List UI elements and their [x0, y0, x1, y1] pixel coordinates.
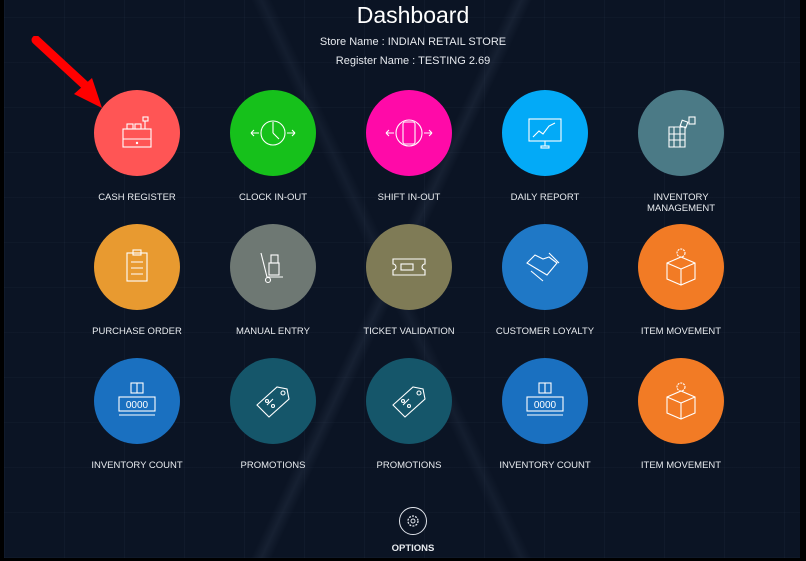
tile-label: ITEM MOVEMENT: [640, 326, 722, 337]
tile-label: PROMOTIONS: [376, 460, 442, 471]
price-tag-icon: [392, 386, 426, 418]
clipboard-icon: [126, 249, 148, 282]
box-counter-icon: 0000: [118, 382, 156, 416]
tile-circle: [94, 224, 180, 310]
cash-register-icon: [122, 116, 152, 148]
tile-item-movement[interactable]: ITEM MOVEMENT: [621, 358, 741, 471]
tile-clock-in-out[interactable]: CLOCK IN-OUT: [213, 90, 333, 203]
clock-icon: [250, 120, 296, 146]
tile-shift-in-out[interactable]: SHIFT IN-OUT: [349, 90, 469, 203]
tile-circle: [366, 90, 452, 176]
tile-label: CASH REGISTER: [98, 192, 176, 203]
tile-inventory-count[interactable]: 0000 INVENTORY COUNT: [485, 358, 605, 471]
tile-label: CUSTOMER LOYALTY: [495, 326, 595, 337]
tile-circle: [638, 224, 724, 310]
tile-circle: [502, 224, 588, 310]
tile-circle: 0000: [502, 358, 588, 444]
tile-cash-register[interactable]: CASH REGISTER: [77, 90, 197, 203]
tile-circle: [366, 224, 452, 310]
tile-daily-report[interactable]: DAILY REPORT: [485, 90, 605, 203]
hand-truck-icon: [260, 252, 283, 284]
tile-circle: [94, 90, 180, 176]
tile-label: PURCHASE ORDER: [92, 326, 182, 337]
price-tag-icon: [256, 386, 290, 418]
ticket-icon: [392, 258, 426, 276]
tile-promotions[interactable]: PROMOTIONS: [213, 358, 333, 471]
red-arrow-annotation: [31, 36, 102, 108]
tile-inventory-management[interactable]: INVENTORY MANAGEMENT: [621, 90, 741, 214]
tile-label: PROMOTIONS: [240, 460, 306, 471]
tile-label: SHIFT IN-OUT: [377, 192, 441, 203]
tile-circle: [638, 90, 724, 176]
dashboard-screen: Dashboard Store Name : INDIAN RETAIL STO…: [4, 0, 800, 558]
tile-label: DAILY REPORT: [510, 192, 580, 203]
tile-item-movement[interactable]: ITEM MOVEMENT: [621, 224, 741, 337]
tile-label: MANUAL ENTRY: [236, 326, 310, 337]
tile-label: INVENTORY MANAGEMENT: [646, 192, 716, 214]
tile-label: ITEM MOVEMENT: [640, 460, 722, 471]
register-name: Register Name : TESTING 2.69: [335, 55, 491, 67]
tile-promotions[interactable]: PROMOTIONS: [349, 358, 469, 471]
tile-inventory-count[interactable]: 0000 INVENTORY COUNT: [77, 358, 197, 471]
tile-manual-entry[interactable]: MANUAL ENTRY: [213, 224, 333, 337]
box-gear-icon: [666, 382, 696, 420]
tile-circle: [230, 358, 316, 444]
inventory-grid-icon: [668, 116, 696, 148]
tile-circle: [502, 90, 588, 176]
tile-label: INVENTORY COUNT: [91, 460, 183, 471]
tile-circle: [230, 90, 316, 176]
svg-text:0000: 0000: [126, 400, 149, 411]
handshake-icon: [526, 252, 560, 282]
tile-circle: [230, 224, 316, 310]
tile-customer-loyalty[interactable]: CUSTOMER LOYALTY: [485, 224, 605, 337]
tile-circle: [366, 358, 452, 444]
page-title: Dashboard: [356, 2, 470, 28]
svg-text:0000: 0000: [534, 400, 557, 411]
tile-circle: 0000: [94, 358, 180, 444]
options-label: OPTIONS: [391, 543, 435, 554]
tile-label: INVENTORY COUNT: [499, 460, 591, 471]
box-gear-icon: [666, 248, 696, 286]
tile-label: TICKET VALIDATION: [363, 326, 455, 337]
options-button[interactable]: OPTIONS: [378, 507, 448, 554]
gear-icon: [399, 507, 427, 535]
shift-icon: [385, 119, 433, 147]
store-name: Store Name : INDIAN RETAIL STORE: [319, 36, 507, 48]
tile-purchase-order[interactable]: PURCHASE ORDER: [77, 224, 197, 337]
tile-circle: [638, 358, 724, 444]
box-counter-icon: 0000: [526, 382, 564, 416]
tile-label: CLOCK IN-OUT: [238, 192, 308, 203]
tile-ticket-validation[interactable]: TICKET VALIDATION: [349, 224, 469, 337]
chart-monitor-icon: [528, 118, 562, 149]
